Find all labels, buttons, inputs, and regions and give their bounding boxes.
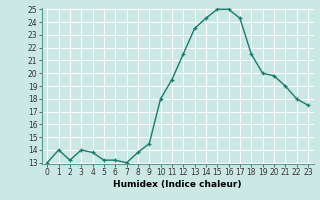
- X-axis label: Humidex (Indice chaleur): Humidex (Indice chaleur): [113, 180, 242, 189]
